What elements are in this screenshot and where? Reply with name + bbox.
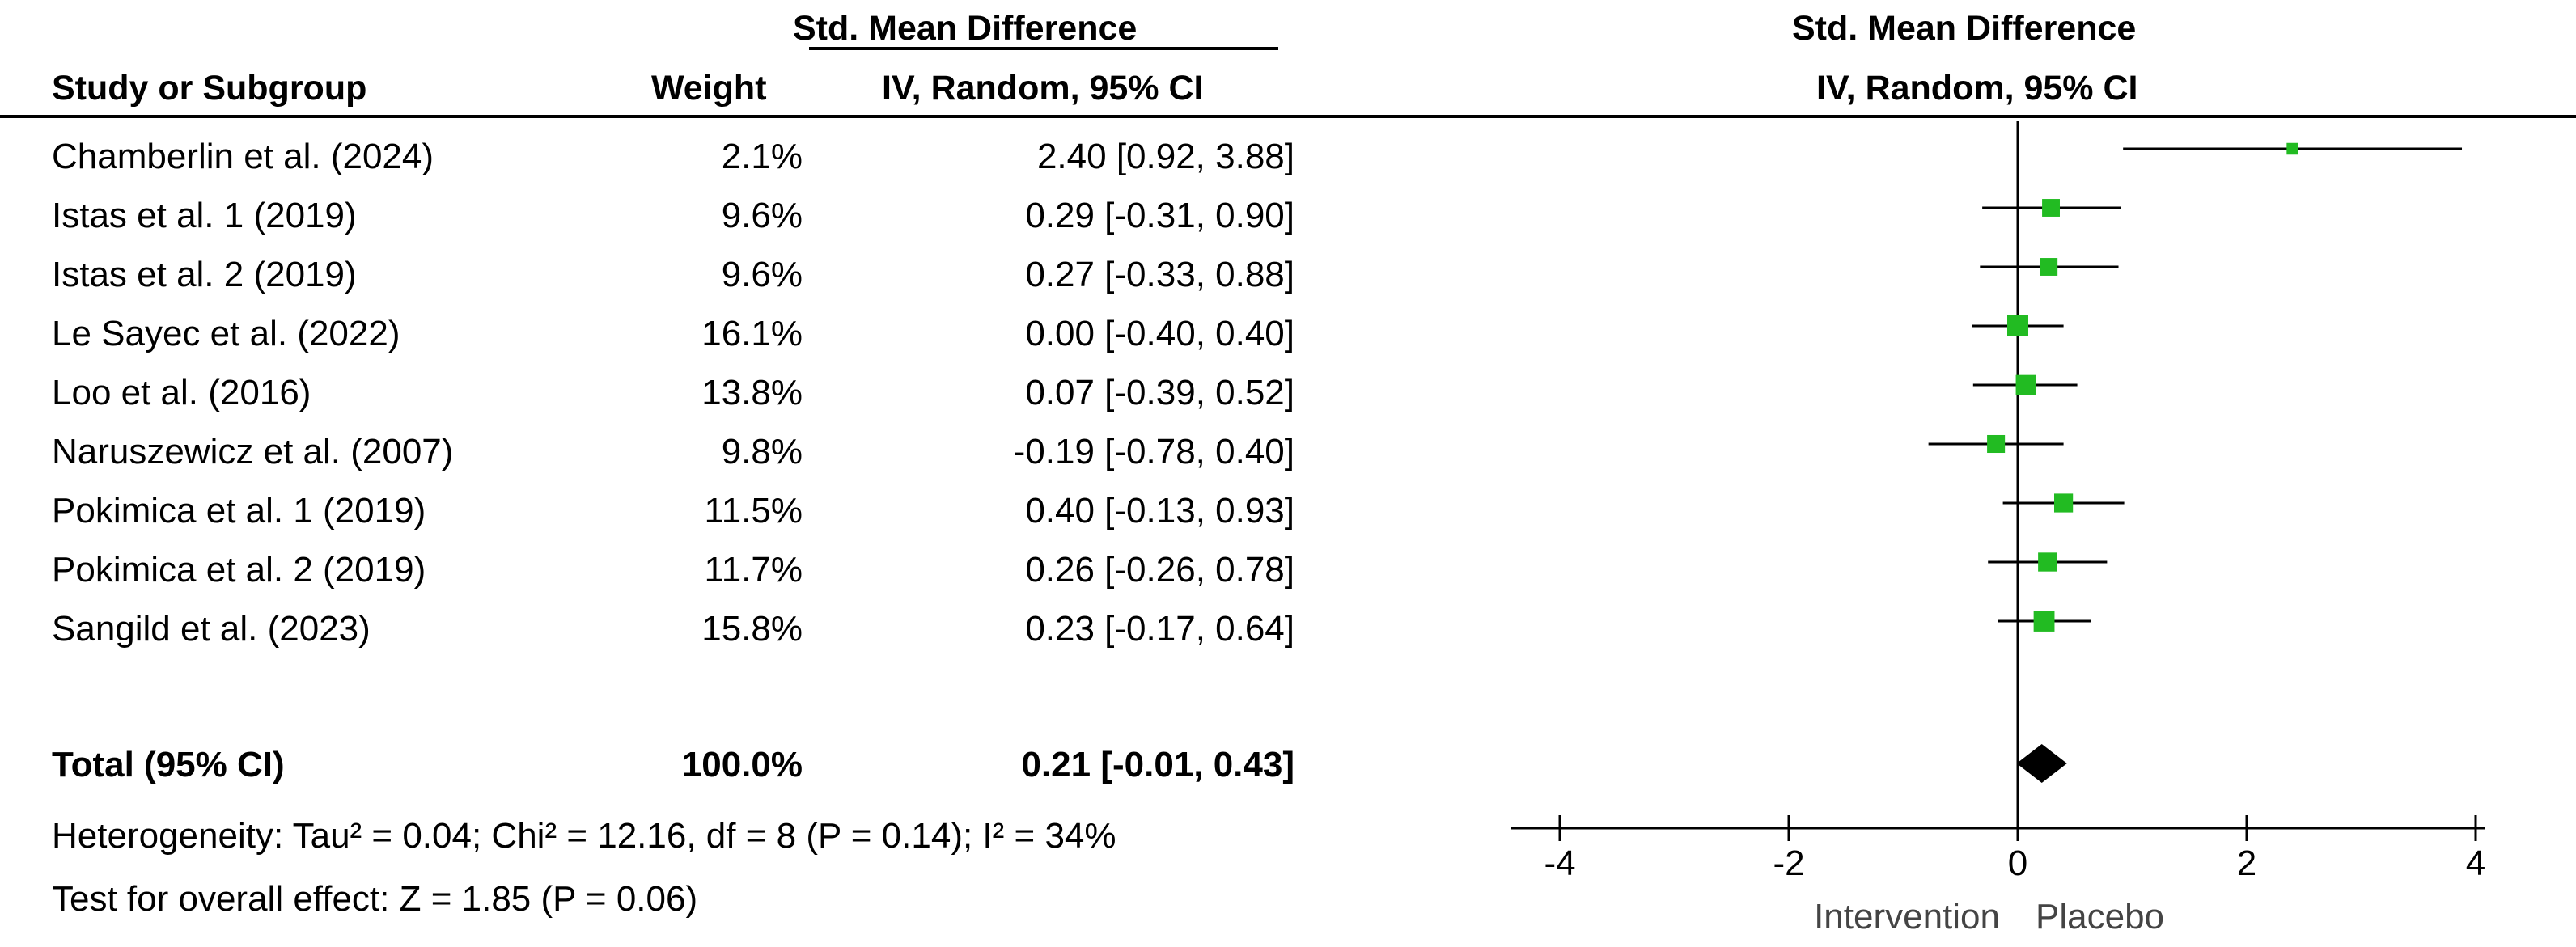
study-marker [2042, 199, 2060, 217]
study-marker [1987, 434, 2006, 454]
study-ci: -0.19 [-0.78, 0.40] [1013, 432, 1294, 471]
x-axis-tick-label: -4 [1544, 843, 1575, 883]
study-name: Sangild et al. (2023) [52, 609, 371, 649]
study-weight: 13.8% [701, 373, 803, 412]
study-ci: 0.27 [-0.33, 0.88] [1025, 255, 1294, 294]
study-marker [2040, 258, 2058, 276]
total-label: Total (95% CI) [52, 745, 285, 784]
x-axis-tick-label: 0 [2008, 843, 2027, 883]
study-marker [2286, 142, 2298, 155]
study-weight: 9.6% [721, 255, 803, 294]
study-name: Le Sayec et al. (2022) [52, 314, 400, 353]
study-weight: 11.7% [704, 550, 803, 590]
study-marker [2033, 611, 2055, 632]
heterogeneity-text: Heterogeneity: Tau² = 0.04; Chi² = 12.16… [52, 816, 1116, 856]
study-name: Pokimica et al. 2 (2019) [52, 550, 426, 590]
study-name: Istas et al. 2 (2019) [52, 255, 357, 294]
study-name: Naruszewicz et al. (2007) [52, 432, 454, 471]
x-axis-tick-label: 4 [2466, 843, 2485, 883]
study-weight: 11.5% [704, 491, 803, 531]
study-marker [2007, 315, 2028, 336]
study-ci: 0.26 [-0.26, 0.78] [1025, 550, 1294, 590]
study-ci: 0.07 [-0.39, 0.52] [1025, 373, 1294, 412]
study-ci: 2.40 [0.92, 3.88] [1036, 137, 1294, 176]
x-axis-tick-label: -2 [1773, 843, 1804, 883]
study-marker [2015, 374, 2036, 395]
study-name: Istas et al. 1 (2019) [52, 196, 357, 235]
plot-header-line1: Std. Mean Difference [1792, 9, 2137, 48]
header-divider-line2 [0, 115, 2576, 118]
total-ci: 0.21 [-0.01, 0.43] [1021, 745, 1294, 784]
study-ci: 0.29 [-0.31, 0.90] [1025, 196, 1294, 235]
favours-placebo-label: Placebo [2036, 897, 2164, 936]
study-ci: 0.23 [-0.17, 0.64] [1025, 609, 1294, 649]
study-ci: 0.00 [-0.40, 0.40] [1025, 314, 1294, 353]
header-divider-line1 [809, 47, 1278, 50]
study-weight: 2.1% [721, 137, 803, 176]
study-marker [2038, 552, 2057, 572]
study-weight: 16.1% [701, 314, 803, 353]
study-weight: 9.6% [721, 196, 803, 235]
study-name: Loo et al. (2016) [52, 373, 311, 412]
x-axis-tick-label: 2 [2237, 843, 2256, 883]
study-marker [2053, 493, 2074, 513]
effect-header-line2: IV, Random, 95% CI [882, 69, 1204, 108]
total-weight: 100.0% [681, 745, 803, 784]
weight-column-header: Weight [651, 69, 767, 108]
study-weight: 15.8% [701, 609, 803, 649]
study-name: Pokimica et al. 1 (2019) [52, 491, 426, 531]
favours-intervention-label: Intervention [1814, 897, 2000, 936]
plot-header-line2: IV, Random, 95% CI [1816, 69, 2138, 108]
study-weight: 9.8% [721, 432, 803, 471]
effect-header-line1: Std. Mean Difference [793, 9, 1138, 48]
study-column-header: Study or Subgroup [52, 69, 367, 108]
pooled-diamond [2016, 744, 2067, 783]
overall-effect-text: Test for overall effect: Z = 1.85 (P = 0… [52, 879, 698, 919]
study-ci: 0.40 [-0.13, 0.93] [1025, 491, 1294, 531]
study-name: Chamberlin et al. (2024) [52, 137, 434, 176]
